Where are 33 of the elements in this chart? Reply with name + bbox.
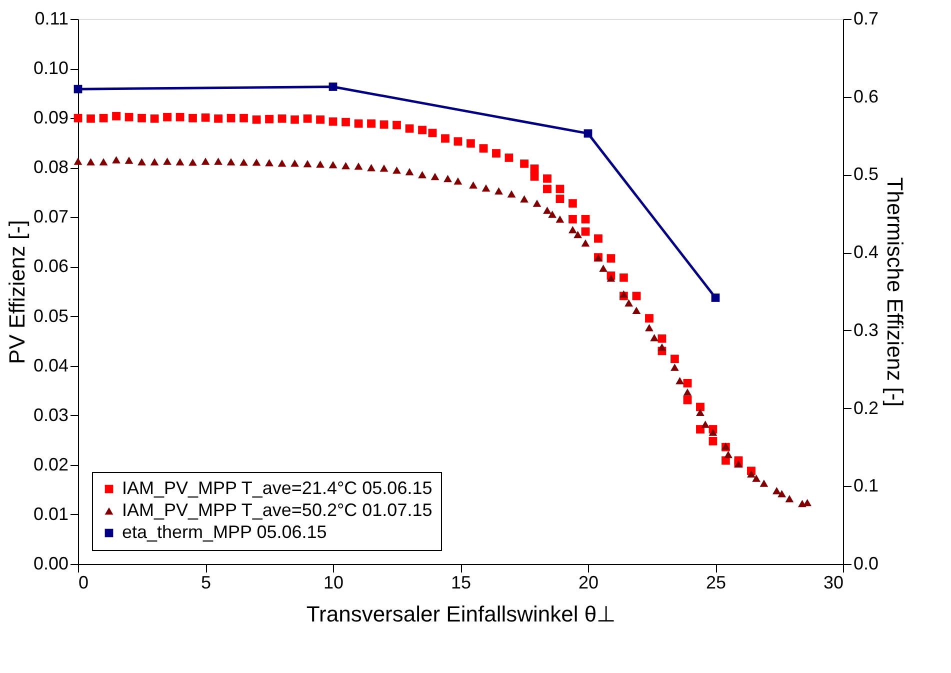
y-tick-label: 0.09 [33,108,68,128]
y2-tick-label: 0.4 [854,242,879,262]
y-tick-label: 0.03 [33,404,68,425]
x-tick-label: 25 [706,572,726,592]
y2-tick-label: 0.0 [854,554,879,574]
y-tick-label: 0.11 [34,8,68,28]
x-tick-label: 20 [578,572,599,592]
y-tick-label: 0.06 [33,256,68,276]
y2-tick-label: 0.7 [854,8,879,28]
y-tick-label: 0.01 [33,504,68,524]
x-tick-label: 5 [200,572,212,592]
y2-tick-label: 0.5 [854,164,879,184]
y2-tick-label: 0.3 [854,320,879,340]
y-tick-label: 0.00 [33,554,68,574]
y-tick-label: 0.07 [33,206,68,227]
y-axis-title: PV Effizienz [-] [4,220,30,364]
x-tick-label: 10 [323,572,344,592]
y-tick-label: 0.02 [33,454,68,474]
legend-label: IAM_PV_MPP T_ave=21.4°C 05.06.15 [122,478,432,498]
y-tick-label: 0.10 [33,58,68,78]
legend-label: IAM_PV_MPP T_ave=50.2°C 01.07.15 [122,500,432,520]
legend-label: eta_therm_MPP 05.06.15 [122,522,327,542]
x-axis-title: Transversaler Einfallswinkel θ⊥ [306,602,616,626]
y-tick-label: 0.04 [33,355,68,376]
x-tick-label: 15 [450,572,472,592]
y-tick-label: 0.08 [33,157,68,178]
y2-tick-label: 0.6 [854,86,879,106]
y-tick-label: 0.05 [33,306,68,326]
x-tick-label: 0 [78,572,89,592]
y2-tick-label: 0.2 [854,398,879,418]
x-tick-label: 30 [823,572,844,592]
y2-tick-label: 0.1 [854,476,879,496]
y2-axis-title: Thermische Effizienz [-] [882,177,908,407]
